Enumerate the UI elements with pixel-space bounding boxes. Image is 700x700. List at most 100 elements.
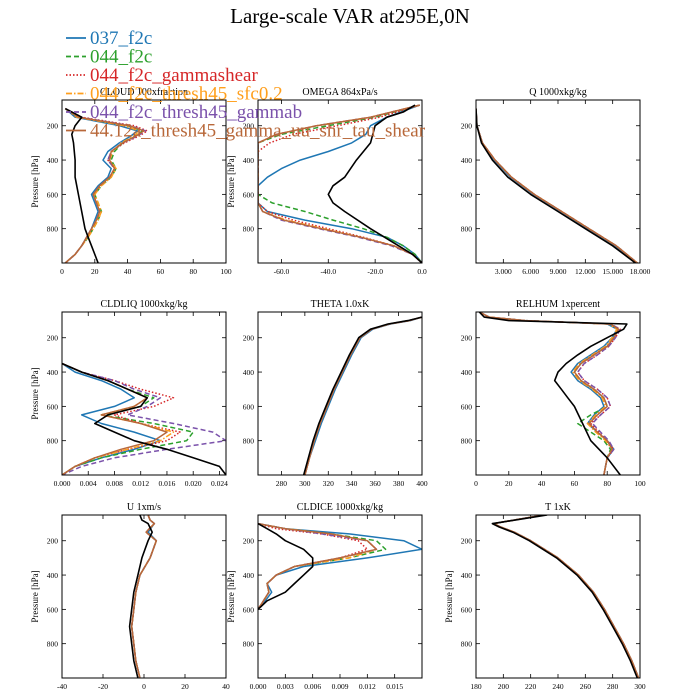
x-tick-label: 0.000: [54, 479, 71, 488]
series-line-044-f2c: [493, 515, 640, 678]
y-tick-label: 600: [243, 605, 255, 614]
y-tick-label: 200: [461, 537, 473, 546]
legend-item: 037_f2c: [66, 28, 152, 49]
panel-title: T 1xK: [545, 502, 571, 513]
y-tick-label: 200: [243, 334, 255, 343]
x-tick-label: 0.006: [304, 682, 321, 691]
y-tick-label: 200: [461, 122, 473, 131]
series-line-044-f2c-thresh45-gammab: [476, 108, 638, 263]
y-tick-label: 600: [47, 190, 59, 199]
x-tick-label: -40: [57, 682, 67, 691]
x-tick-label: 400: [416, 479, 428, 488]
x-tick-label: 340: [346, 479, 358, 488]
series-line-037-f2c: [476, 108, 637, 263]
x-tick-label: 300: [299, 479, 311, 488]
series-line-obs: [302, 316, 422, 475]
x-tick-label: 0: [142, 682, 146, 691]
y-tick-label: 400: [47, 368, 59, 377]
x-tick-label: 0: [60, 267, 64, 276]
series-line-037-f2c: [304, 316, 422, 475]
x-tick-label: 260: [580, 682, 592, 691]
y-tick-label: 400: [461, 156, 473, 165]
series-line-044-f2c-gammashear: [304, 316, 422, 475]
x-tick-label: -20: [98, 682, 108, 691]
figure-title: Large-scale VAR at295E,0N: [230, 4, 470, 28]
y-tick-label: 200: [243, 122, 255, 131]
y-axis-label: Pressure [hPa]: [30, 155, 40, 207]
panel-title: CLDICE 1000xkg/kg: [297, 502, 383, 513]
plot-frame: [475, 311, 641, 476]
x-tick-label: 12.000: [575, 267, 596, 276]
panel-4: CLDLIQ 1000xkg/kg 0.000 0.004 0.008 0.012 0.0…: [30, 299, 228, 488]
legend-label: 037_f2c: [90, 28, 152, 49]
y-tick-label: 400: [243, 368, 255, 377]
series-line-044-f2c-thresh45-sfc0-2: [304, 316, 422, 475]
x-tick-label: 0.000: [250, 682, 267, 691]
panel-title: CLOUD 100xfraction: [100, 87, 188, 98]
series-line-obs: [478, 312, 628, 475]
x-tick-label: 18.000: [630, 267, 651, 276]
plot-frame: [257, 99, 423, 264]
y-axis-label: Pressure [hPa]: [30, 367, 40, 419]
series-line-44-12a-thresh45-gamma-uu-shr-tau-shear: [62, 362, 168, 475]
x-tick-label: 0.024: [211, 479, 228, 488]
series-line-044-f2c: [304, 316, 422, 475]
panel-title: CLDLIQ 1000xkg/kg: [101, 299, 188, 310]
y-tick-label: 600: [461, 190, 473, 199]
panel-9: T 1xK 180 200 220 240 260 280 300 200 400 600 800 Pr…: [444, 502, 646, 691]
series-line-044-f2c-thresh45-sfc0-2: [64, 107, 140, 263]
y-tick-label: 800: [461, 225, 473, 234]
x-tick-label: 0.004: [80, 479, 97, 488]
series-line-44-12a-thresh45-gamma-uu-shr-tau-shear: [476, 108, 638, 263]
x-tick-label: 20: [91, 267, 99, 276]
y-tick-label: 400: [47, 156, 59, 165]
series-line-037-f2c: [258, 522, 422, 610]
legend-label: 044_f2c_gammashear: [90, 65, 258, 86]
panel-2: OMEGA 864xPa/s -60.0 -40.0 -20.0 0.0 200 400 60…: [226, 87, 427, 276]
y-tick-label: 600: [243, 190, 255, 199]
x-tick-label: 100: [220, 267, 232, 276]
legend-item: 044_f2c: [66, 47, 152, 68]
x-tick-label: 20: [505, 479, 513, 488]
y-tick-label: 800: [461, 437, 473, 446]
legend-item: 44.12a_thresh45_gamma_uu_shr_tau_shear: [66, 121, 426, 142]
series-line-obs: [62, 362, 226, 475]
series-line-obs: [491, 515, 639, 678]
series-line-044-f2c-thresh45-gammab: [493, 515, 640, 678]
x-tick-label: 0.003: [277, 682, 294, 691]
y-tick-label: 200: [243, 537, 255, 546]
panel-title: U 1xm/s: [127, 502, 161, 513]
series-line-044-f2c-thresh45-sfc0-2: [493, 515, 640, 678]
plot-frame: [257, 514, 423, 679]
y-tick-label: 800: [243, 225, 255, 234]
series-line-044-f2c: [478, 312, 620, 475]
legend-item: 044_f2c_thresh45_gammab: [66, 102, 302, 123]
y-axis-label: Pressure [hPa]: [226, 155, 236, 207]
panel-title: Q 1000xkg/kg: [529, 87, 587, 98]
y-tick-label: 400: [461, 571, 473, 580]
series-line-44-12a-thresh45-gamma-uu-shr-tau-shear: [478, 312, 620, 475]
y-axis-label: Pressure [hPa]: [226, 570, 236, 622]
x-tick-label: 220: [525, 682, 537, 691]
series-line-044-f2c-thresh45-gammab: [304, 316, 422, 475]
plot-frame: [257, 311, 423, 476]
y-tick-label: 600: [461, 402, 473, 411]
x-tick-label: 80: [189, 267, 197, 276]
y-tick-label: 800: [47, 640, 59, 649]
series-line-44-12a-thresh45-gamma-uu-shr-tau-shear: [258, 522, 378, 610]
panel-title: THETA 1.0xK: [311, 299, 370, 310]
x-tick-label: 240: [552, 682, 564, 691]
y-tick-label: 600: [461, 605, 473, 614]
y-axis-label: Pressure [hPa]: [444, 570, 454, 622]
x-tick-label: 380: [393, 479, 405, 488]
plot-frame: [61, 311, 227, 476]
plot-frame: [61, 514, 227, 679]
y-tick-label: 200: [47, 122, 59, 131]
series-line-44-12a-thresh45-gamma-uu-shr-tau-shear: [258, 104, 422, 263]
y-tick-label: 800: [47, 225, 59, 234]
x-tick-label: 360: [370, 479, 382, 488]
y-tick-label: 400: [461, 368, 473, 377]
series-line-044-f2c-gammashear: [476, 108, 638, 263]
